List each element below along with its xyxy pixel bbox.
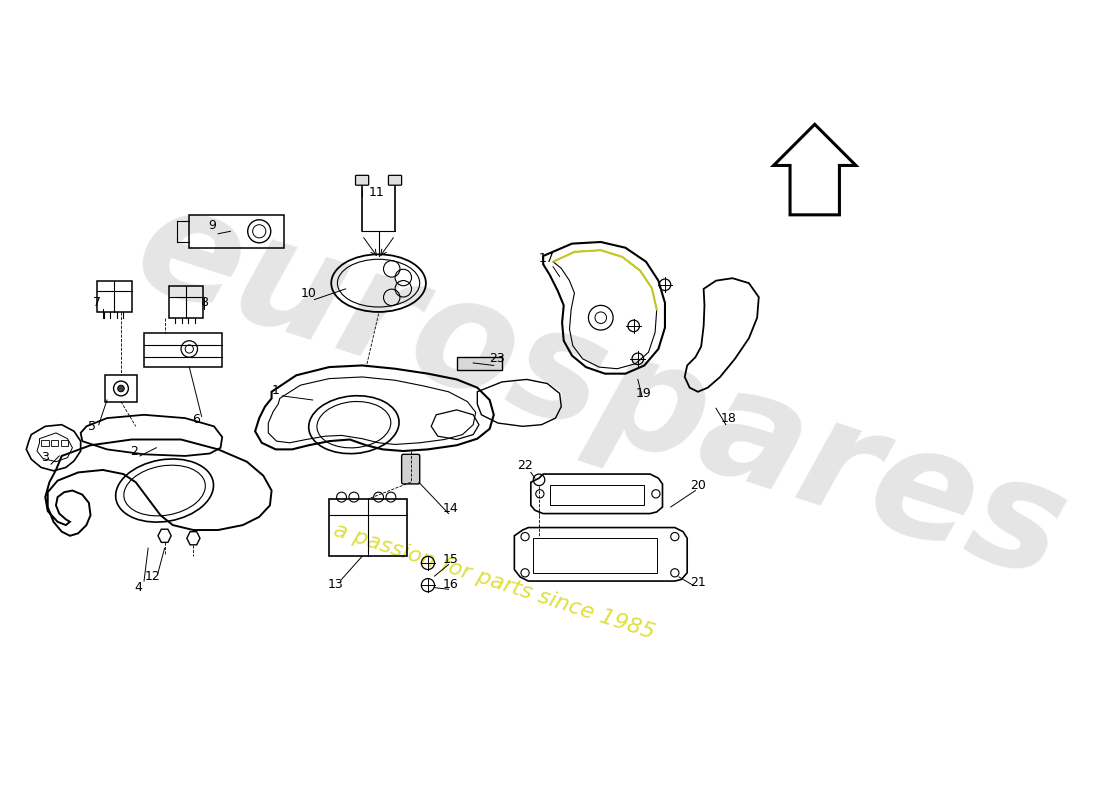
FancyBboxPatch shape	[355, 175, 368, 186]
Text: a passion for parts since 1985: a passion for parts since 1985	[331, 519, 657, 642]
Text: 22: 22	[517, 459, 532, 472]
Text: 7: 7	[94, 296, 101, 310]
Text: 6: 6	[191, 414, 200, 426]
Text: 12: 12	[144, 570, 161, 582]
Text: 14: 14	[443, 502, 459, 515]
Text: 3: 3	[42, 451, 50, 464]
Circle shape	[118, 385, 124, 392]
Text: 16: 16	[443, 578, 459, 591]
Text: 5: 5	[88, 420, 96, 433]
Text: 19: 19	[636, 387, 651, 400]
Text: 11: 11	[368, 186, 385, 199]
Text: 23: 23	[490, 352, 505, 366]
FancyBboxPatch shape	[388, 175, 401, 186]
Text: 4: 4	[134, 581, 142, 594]
Text: 8: 8	[200, 296, 208, 310]
Text: 15: 15	[443, 553, 459, 566]
FancyBboxPatch shape	[456, 358, 502, 370]
Text: 21: 21	[690, 576, 706, 589]
Text: 13: 13	[328, 578, 343, 591]
Text: 2: 2	[130, 445, 139, 458]
Text: 20: 20	[690, 479, 706, 492]
Text: 10: 10	[300, 286, 317, 299]
Text: eurospares: eurospares	[119, 172, 1084, 612]
Text: 17: 17	[539, 252, 554, 265]
Text: 1: 1	[272, 384, 279, 397]
Text: 9: 9	[208, 219, 217, 232]
FancyBboxPatch shape	[402, 454, 420, 484]
Text: 18: 18	[720, 412, 736, 425]
